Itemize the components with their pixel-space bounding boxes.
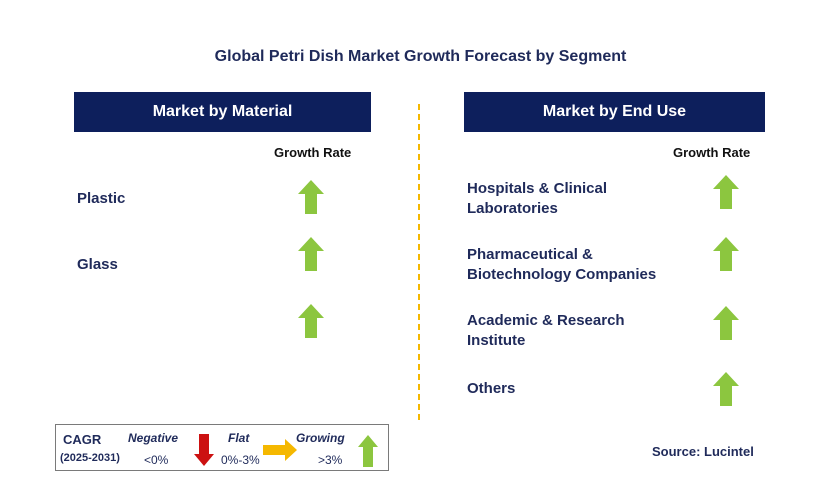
flat-arrow-icon [263, 439, 297, 466]
segment-label-others: Others [467, 379, 515, 399]
panel-divider [418, 104, 420, 420]
growing-arrow-icon [713, 237, 739, 271]
segment-label-pharma: Pharmaceutical & Biotechnology Companies [467, 245, 656, 285]
segment-label-line2: Biotechnology Companies [467, 266, 657, 283]
right-panel-header: Market by End Use [464, 92, 765, 132]
left-panel-header-label: Market by Material [152, 103, 293, 120]
legend-period: (2025-2031) [60, 452, 120, 464]
segment-label-glass: Glass [77, 256, 118, 273]
growing-arrow-icon [713, 306, 739, 340]
left-growth-rate-label: Growth Rate [274, 145, 352, 160]
growing-arrow-icon [713, 175, 739, 209]
negative-arrow-icon [194, 434, 214, 471]
segment-label-line1: Academic & Research [467, 312, 625, 329]
growing-arrow-icon [358, 435, 378, 472]
segment-label-academic: Academic & Research Institute [467, 311, 625, 351]
left-panel-header: Market by Material [74, 92, 371, 132]
legend-cagr-label: CAGR [63, 432, 102, 447]
legend-growing-range: >3% [318, 453, 343, 467]
source-label: Source: Lucintel [652, 444, 754, 459]
segment-label-line1: Pharmaceutical & [467, 246, 593, 263]
segment-label-plastic: Plastic [77, 190, 126, 207]
legend-flat-range: 0%-3% [221, 453, 260, 467]
segment-label-line1: Others [467, 380, 516, 397]
growing-arrow-icon [298, 180, 324, 214]
segment-label-line2: Institute [467, 332, 526, 349]
legend-negative-range: <0% [144, 453, 169, 467]
growing-arrow-icon [713, 372, 739, 406]
cagr-legend: CAGR (2025-2031) Negative <0% Flat 0%-3%… [55, 424, 389, 471]
segment-label-hospitals: Hospitals & Clinical Laboratories [467, 179, 607, 219]
growing-arrow-icon [298, 237, 324, 271]
legend-negative-label: Negative [128, 431, 179, 445]
chart-title: Global Petri Dish Market Growth Forecast… [214, 48, 627, 65]
legend-flat-label: Flat [228, 431, 250, 445]
growing-arrow-icon [298, 304, 324, 338]
segment-label-line1: Hospitals & Clinical [467, 180, 608, 197]
segment-label-line2: Laboratories [467, 200, 558, 217]
right-panel-header-label: Market by End Use [542, 103, 687, 120]
legend-growing-label: Growing [296, 431, 345, 445]
right-growth-rate-label: Growth Rate [673, 145, 751, 160]
